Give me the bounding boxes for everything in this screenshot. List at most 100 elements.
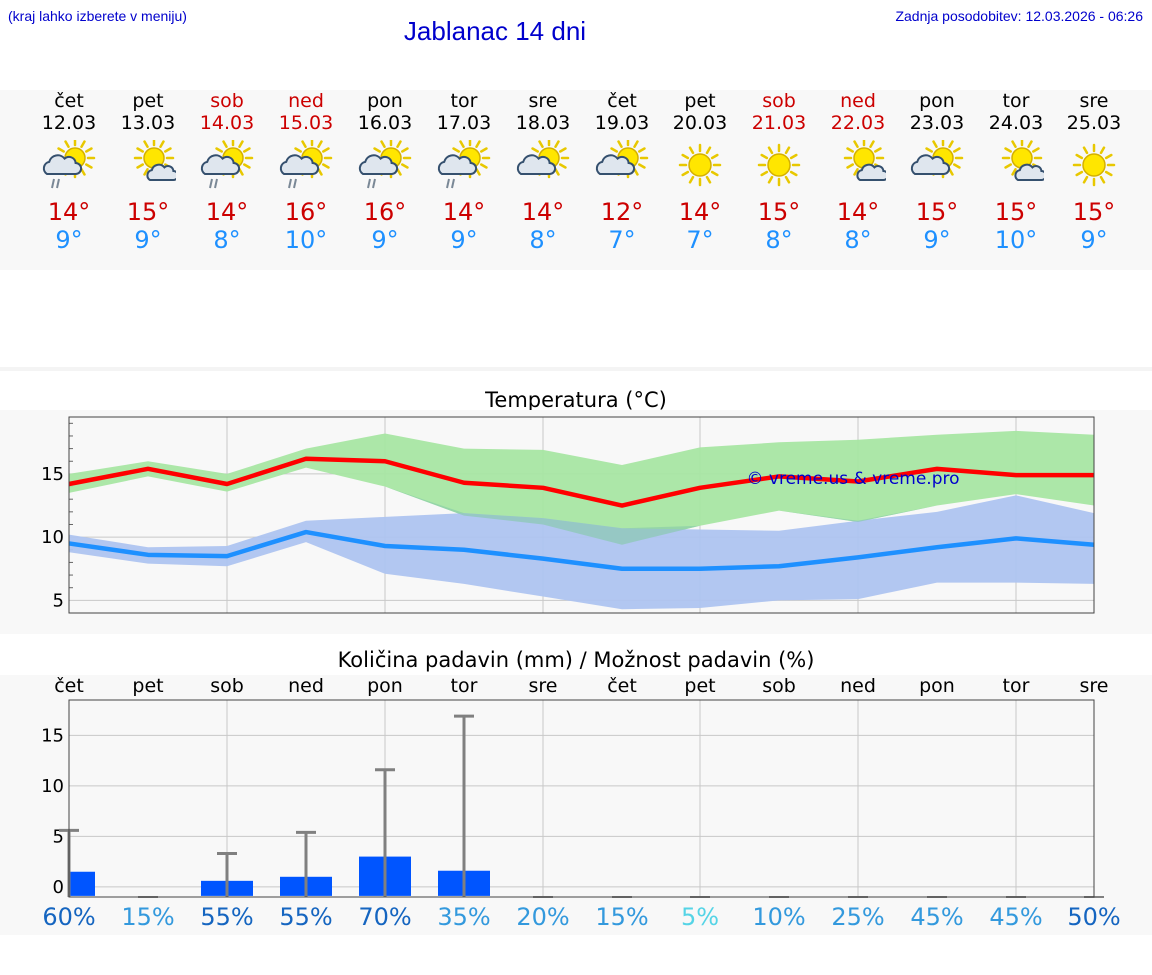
day-name: pon bbox=[367, 90, 403, 112]
last-update: Zadnja posodobitev: 12.03.2026 - 06:26 bbox=[895, 8, 1143, 24]
precip-probability: 60% bbox=[42, 903, 96, 931]
day-name: ned bbox=[840, 90, 876, 112]
precip-probability: 15% bbox=[121, 903, 175, 931]
sun-cloud-icon bbox=[516, 140, 570, 179]
precipitation-chart-panel: čet pet sob ned pon tor sre čet pet sob ned pon tor s… bbox=[0, 675, 1152, 935]
sun-cloud-icon bbox=[595, 140, 649, 179]
y-tick-label: 10 bbox=[41, 527, 64, 548]
temp-max: 15° bbox=[1072, 198, 1116, 226]
day-date: 18.03 bbox=[515, 112, 571, 134]
day-name: pet bbox=[684, 90, 716, 112]
day-column: tor 24.03 15° 10° bbox=[976, 90, 1056, 260]
day-date: 12.03 bbox=[41, 112, 97, 134]
precip-probability: 35% bbox=[437, 903, 491, 931]
sun-cloud-rain-icon bbox=[279, 140, 333, 189]
y-tick-label: 10 bbox=[41, 776, 64, 797]
temp-min: 9° bbox=[450, 226, 478, 254]
day-column: tor 17.03 14° 9° bbox=[424, 90, 504, 260]
y-tick-label: 0 bbox=[53, 877, 64, 898]
sun-cloud-rain-icon bbox=[437, 140, 491, 189]
day-date: 19.03 bbox=[594, 112, 650, 134]
sun-cloud-rain-icon bbox=[200, 140, 254, 189]
plot-area bbox=[69, 700, 1094, 897]
precip-day-label: tor bbox=[450, 675, 478, 697]
temp-min: 9° bbox=[55, 226, 83, 254]
temp-min: 10° bbox=[994, 226, 1038, 254]
max-temp-line bbox=[68, 456, 1094, 508]
sun-icon bbox=[678, 143, 722, 187]
precip-day-label: pon bbox=[367, 675, 403, 697]
sun-small-cloud-icon bbox=[133, 140, 176, 181]
day-column: čet 12.03 14° 9° bbox=[29, 90, 109, 260]
sun-small-cloud-icon bbox=[843, 140, 886, 181]
precip-probability: 55% bbox=[279, 903, 333, 931]
temp-min: 9° bbox=[134, 226, 162, 254]
plot-frame bbox=[68, 416, 1095, 614]
temp-max: 12° bbox=[600, 198, 644, 226]
precip-day-label: pet bbox=[684, 675, 716, 697]
watermark: © vreme.us & vreme.pro bbox=[746, 469, 959, 489]
temp-max: 15° bbox=[994, 198, 1038, 226]
temp-max: 14° bbox=[47, 198, 91, 226]
day-name: tor bbox=[450, 90, 478, 112]
precip-probability: 45% bbox=[989, 903, 1043, 931]
sun-icon bbox=[757, 143, 801, 187]
day-name: ned bbox=[288, 90, 324, 112]
precip-probability: 20% bbox=[516, 903, 570, 931]
day-column: pet 20.03 14° 7° bbox=[660, 90, 740, 260]
day-date: 17.03 bbox=[436, 112, 492, 134]
temp-max: 14° bbox=[521, 198, 565, 226]
day-column: pet 13.03 15° 9° bbox=[108, 90, 188, 260]
precip-probability: 5% bbox=[680, 903, 720, 931]
temperature-chart-title: Temperatura (°C) bbox=[485, 388, 667, 412]
y-tick-label: 5 bbox=[53, 826, 64, 847]
day-column: sre 25.03 15° 9° bbox=[1054, 90, 1134, 260]
sun-cloud-rain-icon bbox=[358, 140, 412, 189]
y-tick-label: 15 bbox=[41, 725, 64, 746]
precip-probability: 50% bbox=[1067, 903, 1121, 931]
temp-min: 9° bbox=[923, 226, 951, 254]
day-date: 22.03 bbox=[830, 112, 886, 134]
y-tick-label: 5 bbox=[53, 590, 64, 611]
day-name: pet bbox=[132, 90, 164, 112]
temp-min: 8° bbox=[213, 226, 241, 254]
day-date: 14.03 bbox=[199, 112, 255, 134]
precip-day-label: tor bbox=[1002, 675, 1030, 697]
band-overlap bbox=[69, 467, 1094, 545]
day-column: pon 23.03 15° 9° bbox=[897, 90, 977, 260]
day-name: sre bbox=[1079, 90, 1109, 112]
temp-max: 14° bbox=[678, 198, 722, 226]
temp-min: 9° bbox=[371, 226, 399, 254]
temp-min: 7° bbox=[686, 226, 714, 254]
day-name: pon bbox=[919, 90, 955, 112]
day-column: sre 18.03 14° 8° bbox=[503, 90, 583, 260]
precip-day-label: čet bbox=[607, 675, 637, 697]
temp-max: 14° bbox=[836, 198, 880, 226]
day-column: ned 15.03 16° 10° bbox=[266, 90, 346, 260]
day-date: 16.03 bbox=[357, 112, 413, 134]
precip-day-label: čet bbox=[54, 675, 84, 697]
precipitation-chart: 0 5 10 15 bbox=[41, 699, 1104, 898]
precip-probability: 70% bbox=[358, 903, 412, 931]
location-hint: (kraj lahko izberete v meniju) bbox=[8, 8, 187, 24]
plot-frame bbox=[68, 699, 1095, 898]
y-tick-label: 15 bbox=[41, 464, 64, 485]
precip-day-label: sre bbox=[1079, 675, 1109, 697]
temp-min: 8° bbox=[765, 226, 793, 254]
temp-max: 14° bbox=[205, 198, 249, 226]
day-name: tor bbox=[1002, 90, 1030, 112]
day-date: 23.03 bbox=[909, 112, 965, 134]
precip-probability: 45% bbox=[910, 903, 964, 931]
day-column: sob 21.03 15° 8° bbox=[739, 90, 819, 260]
day-name: čet bbox=[54, 90, 84, 112]
day-name: sre bbox=[528, 90, 558, 112]
temp-min: 10° bbox=[284, 226, 328, 254]
day-name: sob bbox=[210, 90, 244, 112]
precip-probability: 10% bbox=[752, 903, 806, 931]
sun-cloud-icon bbox=[910, 140, 964, 179]
precip-day-label: ned bbox=[840, 675, 876, 697]
day-date: 25.03 bbox=[1066, 112, 1122, 134]
temp-min: 7° bbox=[608, 226, 636, 254]
precip-day-label: sob bbox=[762, 675, 796, 697]
day-date: 21.03 bbox=[751, 112, 807, 134]
